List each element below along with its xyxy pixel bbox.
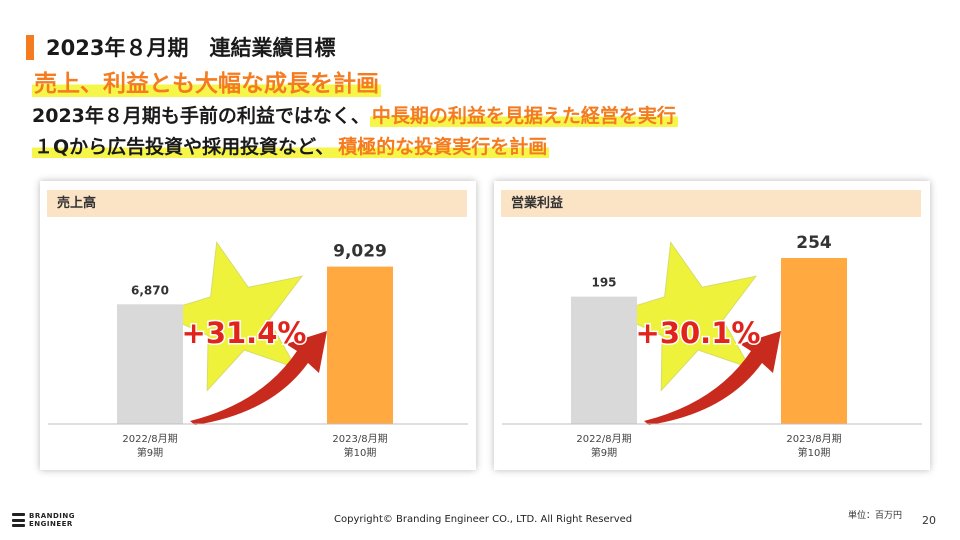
bar-operating-profit-target <box>781 258 847 424</box>
chart-svg-sales: 6,870 9,029 2022/8月期第9期 2023/8月期第10期 +31.4% <box>48 241 468 459</box>
chart-panel-operating-profit: 営業利益 195 254 2022/8月期第9期 2023/8月期第10期 +30.1% <box>494 181 930 470</box>
value-label-sales-target: 9,029 <box>333 242 387 262</box>
headline-2-emphasis: 中長期の利益を見据えた経営を実行 <box>369 105 678 127</box>
bar-sales-target <box>327 266 393 424</box>
chart-title-operating-profit: 営業利益 <box>501 190 921 217</box>
slide-title: 2023年８月期 連結業績目標 <box>46 36 336 60</box>
title-accent-bar <box>26 35 34 60</box>
headline-2-plain: 2023年８月期も手前の利益ではなく、 <box>32 105 370 127</box>
chart-title-sales: 売上高 <box>47 190 467 217</box>
tick-label-operating-profit-target: 2023/8月期第10期 <box>786 433 841 459</box>
headline-line-3: １Qから広告投資や採用投資など、 積極的な投資実行を計画 <box>32 134 550 160</box>
tick-label-sales-prev: 2022/8月期第9期 <box>122 433 177 459</box>
growth-label-operating-profit: +30.1% <box>636 316 761 350</box>
company-logo: BRANDING ENGINEER <box>12 512 75 528</box>
headline-3-emphasis: 積極的な投資実行を計画 <box>336 136 550 158</box>
value-label-operating-profit-target: 254 <box>796 233 832 253</box>
page-number: 20 <box>922 514 936 527</box>
bar-operating-profit-prev <box>571 296 637 424</box>
tick-label-sales-target: 2023/8月期第10期 <box>332 433 387 459</box>
growth-arrow-icon <box>190 331 327 425</box>
headline-main: 売上、利益とも大幅な成長を計画 <box>32 71 381 97</box>
value-label-operating-profit-prev: 195 <box>591 276 616 290</box>
logo-text: BRANDING ENGINEER <box>29 512 76 528</box>
copyright-text: Copyright© Branding Engineer CO., LTD. A… <box>334 514 633 525</box>
value-label-sales-prev: 6,870 <box>131 283 169 297</box>
logo-icon <box>12 513 25 527</box>
chart-panel-sales: 売上高 6,870 9,029 2022/8月期第9期 2023/8月期第10期 +31… <box>40 181 476 470</box>
chart-svg-operating-profit: 195 254 2022/8月期第9期 2023/8月期第10期 +30.1% <box>502 233 922 459</box>
headline-3-plain: １Qから広告投資や採用投資など、 <box>32 136 337 158</box>
headline-main-text: 売上、利益とも大幅な成長を計画 <box>32 71 381 97</box>
tick-label-operating-profit-prev: 2022/8月期第9期 <box>576 433 631 459</box>
unit-label: 単位：百万円 <box>848 511 903 521</box>
growth-label-sales: +31.4% <box>182 316 307 350</box>
headline-line-2: 2023年８月期も手前の利益ではなく、 中長期の利益を見据えた経営を実行 <box>32 103 678 129</box>
bar-sales-prev <box>117 304 183 424</box>
growth-arrow-icon <box>644 331 781 425</box>
